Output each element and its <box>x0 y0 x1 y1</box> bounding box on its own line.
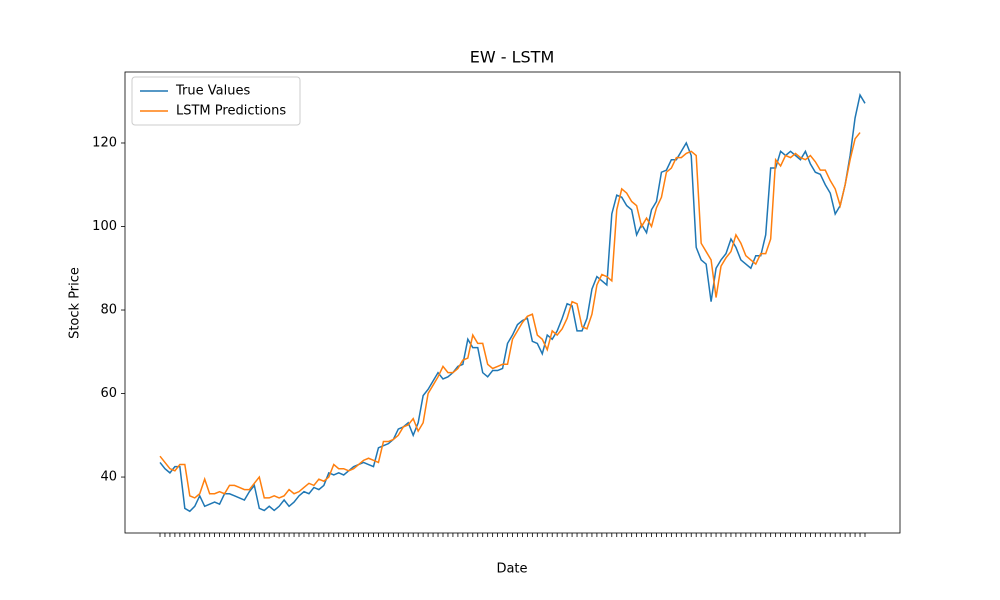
legend-label: LSTM Predictions <box>176 104 286 119</box>
y-tick-label: 80 <box>100 303 117 318</box>
series-line <box>159 132 861 499</box>
y-tick-label: 40 <box>100 470 117 485</box>
y-tick-label: 120 <box>92 135 117 150</box>
legend: True Values LSTM Predictions <box>131 76 301 126</box>
chart-title: EW - LSTM <box>470 48 555 67</box>
plot-frame <box>124 71 901 534</box>
series-line <box>159 92 866 513</box>
legend-box <box>131 76 301 126</box>
y-tick-label: 100 <box>92 219 117 234</box>
x-axis-label: Date <box>496 562 527 577</box>
y-axis-label: Stock Price <box>68 267 83 339</box>
legend-label: True Values <box>175 84 250 99</box>
y-tick-label: 60 <box>100 386 117 401</box>
